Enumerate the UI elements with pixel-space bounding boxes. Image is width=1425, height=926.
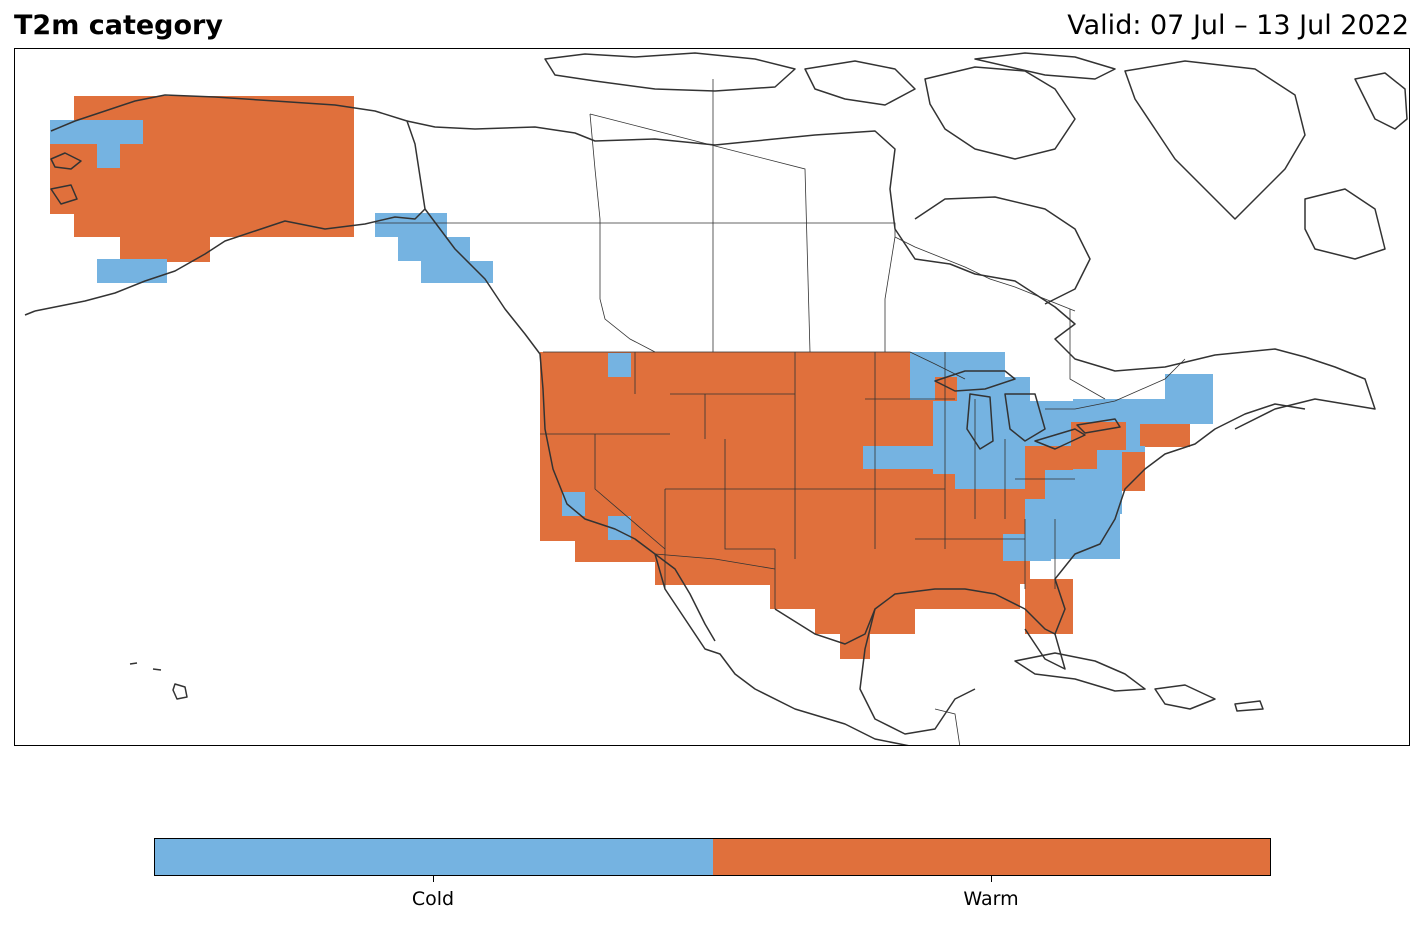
colorbar-label-warm: Warm bbox=[963, 888, 1019, 910]
map-title: T2m category bbox=[14, 10, 223, 41]
colorbar-tick-warm bbox=[991, 876, 992, 882]
colorbar bbox=[154, 838, 1271, 876]
colorbar-warm-segment bbox=[712, 839, 1270, 875]
political-borders bbox=[375, 79, 1186, 745]
coastlines bbox=[24, 52, 1408, 745]
colorbar-cold-segment bbox=[155, 839, 713, 875]
valid-period: Valid: 07 Jul – 13 Jul 2022 bbox=[1067, 10, 1409, 41]
warm-patches bbox=[935, 377, 1190, 499]
map-canvas bbox=[24, 52, 1408, 745]
map-panel bbox=[14, 48, 1410, 746]
colorbar-label-cold: Cold bbox=[411, 888, 455, 910]
colorbar-tick-cold bbox=[433, 876, 434, 882]
